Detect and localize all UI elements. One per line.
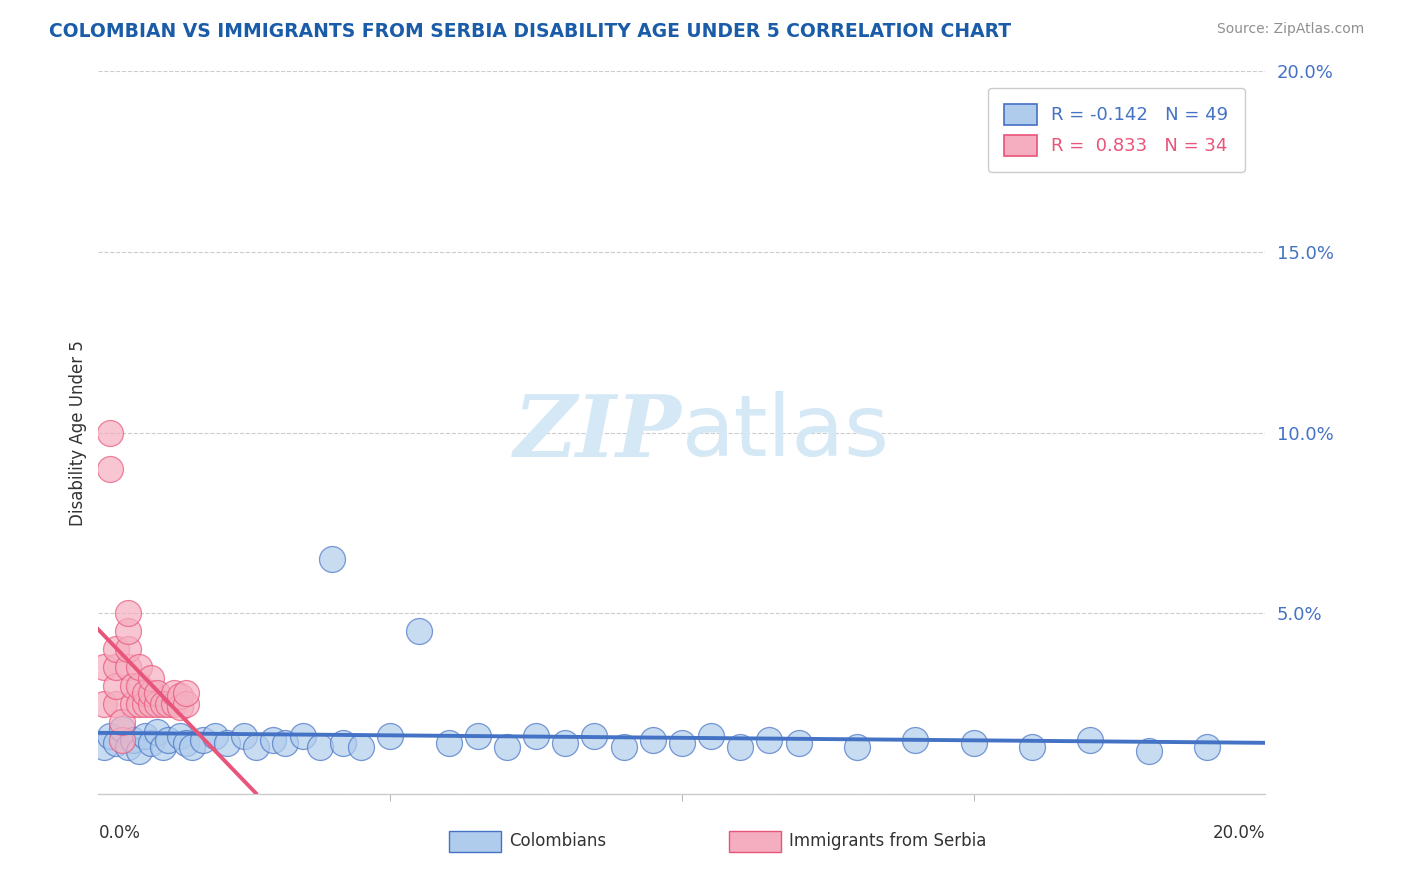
Point <box>111 714 134 729</box>
Point <box>583 729 606 743</box>
Point <box>350 739 373 754</box>
FancyBboxPatch shape <box>449 831 501 852</box>
Point <box>1021 739 1043 754</box>
Point <box>152 697 174 711</box>
Point <box>128 678 150 692</box>
Point <box>146 697 169 711</box>
Text: ZIP: ZIP <box>515 391 682 475</box>
Point <box>122 697 145 711</box>
Point <box>730 739 752 754</box>
Point <box>700 729 723 743</box>
Point <box>787 736 810 750</box>
Point <box>641 732 664 747</box>
Point <box>758 732 780 747</box>
Point <box>93 739 115 754</box>
Point <box>157 697 180 711</box>
Point <box>671 736 693 750</box>
Text: atlas: atlas <box>682 391 890 475</box>
Point <box>117 739 139 754</box>
Point <box>904 732 927 747</box>
Point <box>139 697 162 711</box>
Point <box>163 686 186 700</box>
Point <box>467 729 489 743</box>
Point <box>846 739 869 754</box>
Point <box>1137 743 1160 757</box>
Point <box>193 732 215 747</box>
Point <box>117 642 139 657</box>
Point <box>117 660 139 674</box>
Point <box>524 729 547 743</box>
Text: 0.0%: 0.0% <box>98 824 141 842</box>
Point <box>134 686 156 700</box>
Y-axis label: Disability Age Under 5: Disability Age Under 5 <box>69 340 87 525</box>
Point <box>98 462 121 476</box>
Text: COLOMBIAN VS IMMIGRANTS FROM SERBIA DISABILITY AGE UNDER 5 CORRELATION CHART: COLOMBIAN VS IMMIGRANTS FROM SERBIA DISA… <box>49 22 1011 41</box>
Point <box>139 736 162 750</box>
Point <box>122 678 145 692</box>
Point <box>104 736 127 750</box>
Point <box>117 624 139 639</box>
Point <box>146 686 169 700</box>
Point <box>134 729 156 743</box>
Point <box>321 552 343 566</box>
Point <box>233 729 256 743</box>
Point <box>104 642 127 657</box>
Point <box>169 700 191 714</box>
Text: Immigrants from Serbia: Immigrants from Serbia <box>789 832 987 850</box>
Point <box>204 729 226 743</box>
Point <box>169 729 191 743</box>
Point <box>274 736 297 750</box>
Text: Source: ZipAtlas.com: Source: ZipAtlas.com <box>1216 22 1364 37</box>
Point <box>111 732 134 747</box>
Point <box>496 739 519 754</box>
Point <box>291 729 314 743</box>
Point <box>104 697 127 711</box>
Point <box>612 739 634 754</box>
Point <box>380 729 402 743</box>
Point <box>962 736 984 750</box>
Point <box>554 736 576 750</box>
Point <box>146 725 169 739</box>
Text: Colombians: Colombians <box>509 832 606 850</box>
Point <box>128 660 150 674</box>
Point <box>1080 732 1102 747</box>
Point <box>262 732 284 747</box>
Point <box>180 739 202 754</box>
Point <box>169 690 191 704</box>
Text: 20.0%: 20.0% <box>1213 824 1265 842</box>
Point <box>128 743 150 757</box>
Point <box>98 729 121 743</box>
Point <box>98 425 121 440</box>
Point <box>117 607 139 621</box>
Point <box>104 678 127 692</box>
Point <box>104 660 127 674</box>
Point <box>245 739 267 754</box>
Point <box>93 697 115 711</box>
Point <box>128 697 150 711</box>
Point <box>111 722 134 736</box>
Point <box>215 736 238 750</box>
Point <box>1195 739 1218 754</box>
Point <box>122 732 145 747</box>
Point <box>332 736 354 750</box>
Point <box>174 686 197 700</box>
Point <box>174 736 197 750</box>
Point <box>157 732 180 747</box>
FancyBboxPatch shape <box>728 831 782 852</box>
Point <box>174 697 197 711</box>
Point <box>93 660 115 674</box>
Point <box>139 686 162 700</box>
Point <box>139 671 162 685</box>
Point <box>163 697 186 711</box>
Point <box>134 697 156 711</box>
Legend: R = -0.142   N = 49, R =  0.833   N = 34: R = -0.142 N = 49, R = 0.833 N = 34 <box>988 87 1244 172</box>
Point <box>152 739 174 754</box>
Point <box>437 736 460 750</box>
Point <box>309 739 332 754</box>
Point <box>408 624 430 639</box>
